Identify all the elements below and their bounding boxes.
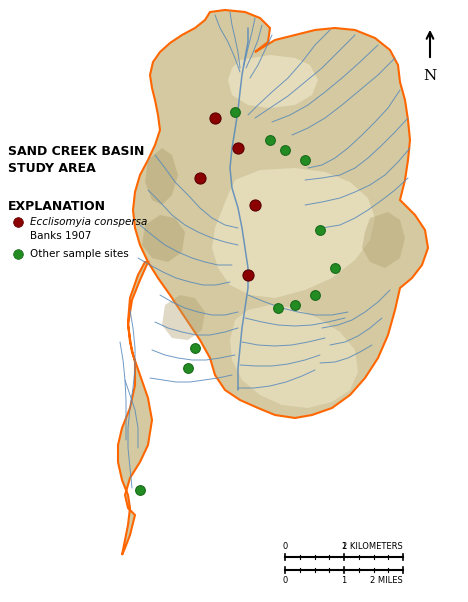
- Text: SAND CREEK BASIN: SAND CREEK BASIN: [8, 145, 144, 158]
- Polygon shape: [133, 10, 428, 418]
- Text: EXPLANATION: EXPLANATION: [8, 200, 106, 213]
- Text: 2 MILES: 2 MILES: [370, 576, 403, 585]
- Text: 0: 0: [282, 542, 288, 551]
- Polygon shape: [162, 295, 205, 340]
- Polygon shape: [118, 262, 152, 555]
- Polygon shape: [228, 55, 318, 108]
- Text: N: N: [424, 69, 437, 83]
- Polygon shape: [145, 148, 178, 205]
- Text: 2 KILOMETERS: 2 KILOMETERS: [342, 542, 403, 551]
- Text: Ecclisomyia conspersa: Ecclisomyia conspersa: [30, 217, 147, 227]
- Text: 1: 1: [341, 576, 347, 585]
- Text: Banks 1907: Banks 1907: [30, 231, 91, 241]
- Polygon shape: [142, 215, 185, 262]
- Text: 1: 1: [341, 542, 347, 551]
- Polygon shape: [230, 305, 358, 408]
- Text: Other sample sites: Other sample sites: [30, 249, 129, 259]
- Polygon shape: [212, 168, 375, 298]
- Text: STUDY AREA: STUDY AREA: [8, 162, 96, 175]
- Text: 0: 0: [282, 576, 288, 585]
- Polygon shape: [362, 212, 405, 268]
